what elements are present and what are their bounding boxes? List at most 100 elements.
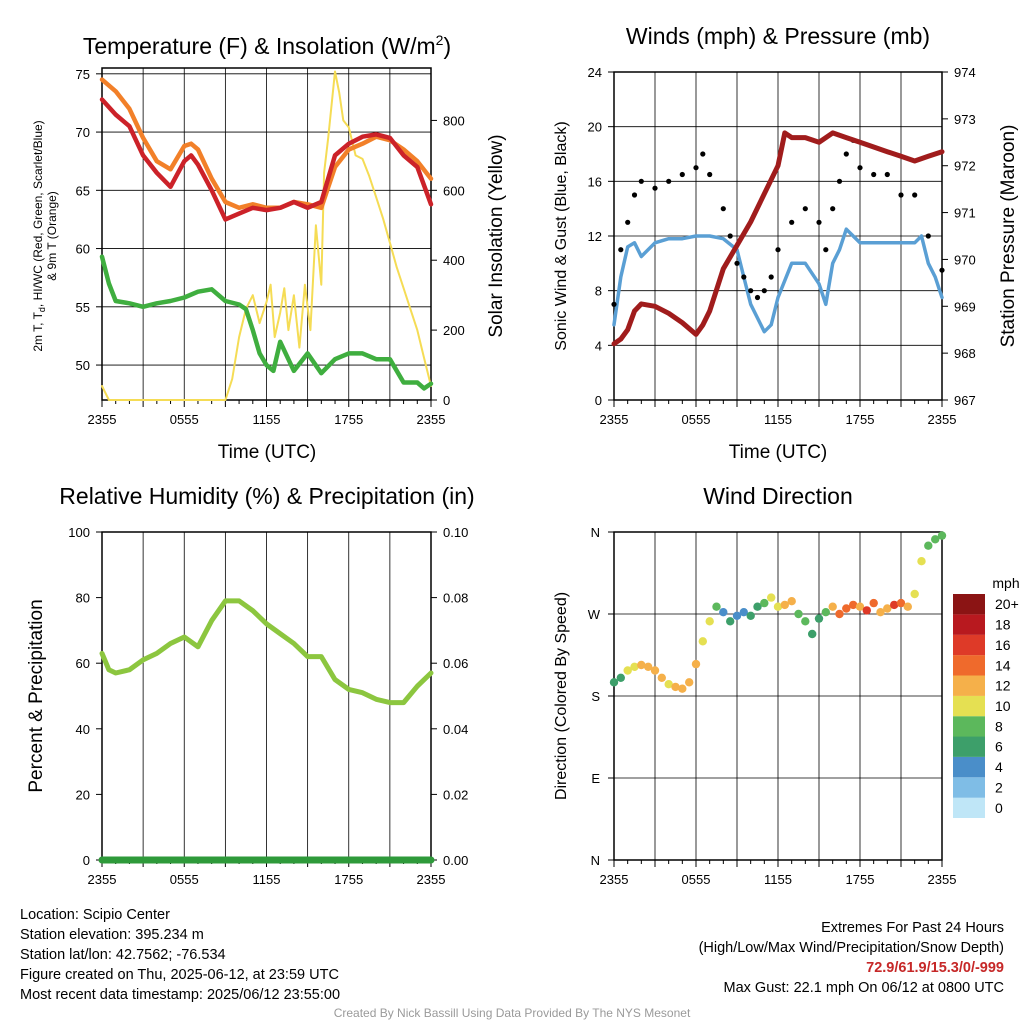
wind-right-tick-label: 968	[954, 346, 976, 361]
rh-right-tick-label: 0.08	[443, 591, 468, 606]
direction-point	[767, 593, 776, 602]
gust-point	[754, 294, 761, 301]
direction-point	[760, 598, 769, 608]
direction-point	[924, 541, 933, 550]
colorbar-swatch	[953, 756, 985, 778]
direction-point	[691, 659, 701, 669]
direction-point	[937, 531, 947, 540]
temp-left-axis-label: 2m T, Td, HI/WC (Red, Green, Scarlet/Blu…	[31, 120, 47, 351]
direction-point	[828, 602, 837, 611]
temp-x-tick-label: 1755	[334, 412, 363, 427]
gust-point	[638, 178, 644, 184]
direction-point	[746, 611, 755, 620]
direction-point	[876, 608, 885, 617]
direction-point	[855, 602, 865, 611]
rh-right-tick-label: 0.00	[443, 853, 468, 868]
gust-point	[611, 301, 617, 307]
dir-left-tick-label: N	[591, 853, 600, 868]
wind-right-axis-label: Station Pressure (Maroon)	[998, 125, 1019, 348]
temp-right-tick-label: 400	[443, 253, 465, 268]
wind-left-tick-label: 4	[595, 338, 602, 353]
gust-point	[912, 192, 918, 198]
direction-point	[794, 609, 803, 619]
wind-x-tick-label: 2355	[600, 412, 629, 427]
direction-point	[753, 602, 762, 611]
rh-left-tick-label: 80	[76, 591, 90, 606]
dir-x-tick-label: 1755	[846, 872, 875, 887]
temp-right-tick-label: 0	[443, 393, 450, 408]
gust-point	[871, 171, 877, 178]
direction-point	[780, 600, 789, 610]
temp-left-axis-label-2: & 9m T (Orange)	[45, 191, 59, 281]
direction-point	[890, 600, 899, 610]
wind-right-tick-label: 974	[954, 65, 976, 80]
created-text: Figure created on Thu, 2025-06-12, at 23…	[20, 967, 339, 983]
gust-point	[693, 165, 699, 171]
temp-right-tick-label: 200	[443, 323, 465, 338]
rh-x-tick-label: 0555	[170, 872, 199, 887]
direction-point	[883, 604, 892, 613]
temp-x-tick-label: 0555	[170, 412, 199, 427]
rh-right-tick-label: 0.02	[443, 787, 468, 802]
colorbar-label: 4	[995, 759, 1003, 775]
rh-x-tick-label: 2355	[417, 872, 446, 887]
extremes-info: Extremes For Past 24 Hours (High/Low/Max…	[699, 918, 1004, 998]
direction-point	[910, 589, 919, 599]
temp-left-tick-label: 60	[76, 242, 90, 257]
wind-x-tick-label: 1755	[846, 412, 875, 427]
extremes-subtitle: (High/Low/Max Wind/Precipitation/Snow De…	[698, 940, 1004, 956]
direction-point	[896, 598, 906, 608]
wind-left-tick-label: 16	[588, 174, 602, 189]
rh-x-tick-label: 1755	[334, 872, 363, 887]
wind-x-tick-label: 2355	[928, 412, 957, 427]
dir-left-tick-label: E	[591, 771, 600, 786]
gust-point	[707, 171, 713, 178]
colorbar-label: 10	[995, 698, 1011, 714]
sonic-wind-series-line	[612, 227, 944, 334]
direction-point	[773, 602, 783, 611]
rh-right-tick-label: 0.04	[443, 722, 468, 737]
rh-panel-title: Relative Humidity (%) & Precipitation (i…	[59, 483, 474, 509]
direction-point	[705, 617, 714, 626]
rh-left-axis-label: Percent & Precipitation	[26, 599, 47, 792]
wind-left-axis-label: Sonic Wind & Gust (Blue, Black)	[553, 121, 570, 350]
gust-point	[618, 247, 624, 253]
direction-point	[644, 662, 653, 671]
gust-point	[898, 192, 904, 198]
colorbar-label: 6	[995, 739, 1003, 755]
direction-point	[842, 604, 851, 613]
temp-left-tick-label: 75	[76, 67, 90, 82]
direction-point	[814, 614, 824, 623]
wind-x-tick-label: 0555	[682, 412, 711, 427]
gust-point	[775, 247, 781, 253]
dir-x-tick-label: 0555	[682, 872, 711, 887]
temp-x-tick-label: 2355	[88, 412, 117, 427]
direction-point	[609, 678, 619, 687]
colorbar-label: 8	[995, 718, 1003, 734]
extremes-title: Extremes For Past 24 Hours	[821, 920, 1004, 936]
colorbar-swatch	[953, 695, 985, 717]
dir-left-axis-label: Direction (Colored By Speed)	[553, 592, 570, 800]
gust-point	[734, 260, 740, 266]
temp-left-tick-label: 55	[76, 300, 90, 315]
wind-left-tick-label: 0	[595, 393, 602, 408]
gust-point	[679, 171, 685, 178]
direction-point	[862, 606, 871, 615]
colorbar-label: 12	[995, 678, 1011, 694]
gust-point	[625, 219, 631, 225]
wind-right-tick-label: 972	[954, 159, 976, 174]
wind-right-tick-label: 973	[954, 112, 976, 127]
insolation-series-line	[101, 70, 432, 401]
extremes-values: 72.9/61.9/15.3/0/-999	[866, 960, 1004, 976]
rh-left-tick-label: 100	[68, 525, 90, 540]
colorbar-swatch	[953, 736, 985, 757]
dir-x-tick-label: 2355	[600, 872, 629, 887]
direction-point	[808, 629, 817, 639]
gust-point	[836, 178, 843, 184]
colorbar-label: 0	[995, 800, 1003, 816]
gust-point	[857, 165, 863, 171]
direction-point	[787, 597, 796, 606]
dir-left-tick-label: W	[588, 607, 601, 622]
